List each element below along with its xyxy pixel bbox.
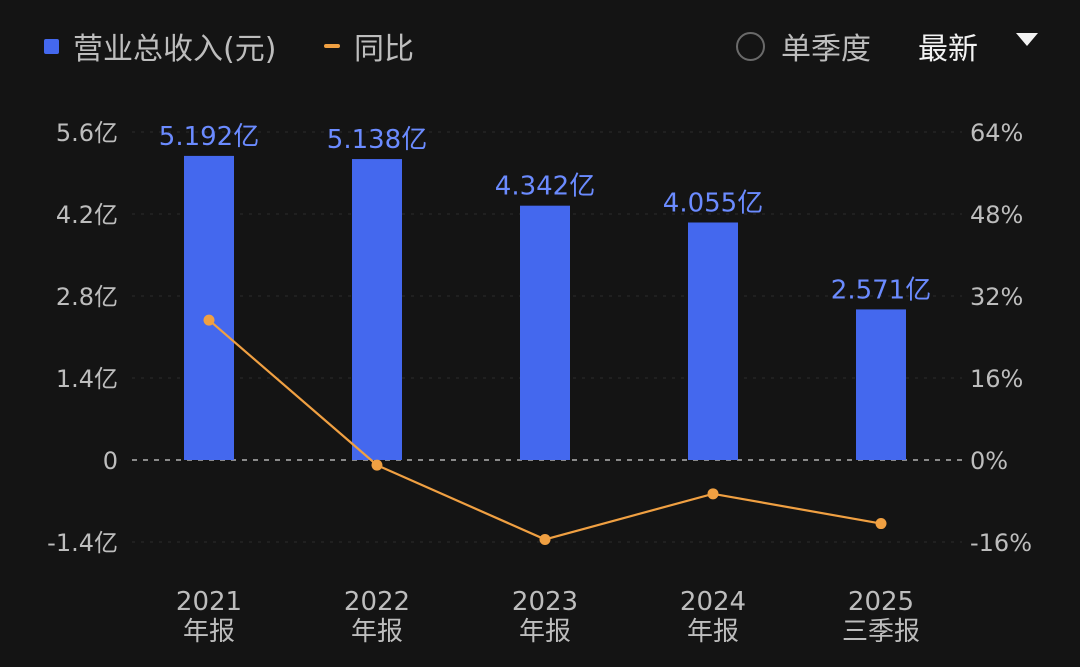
y-right-tick-label: 0% — [970, 447, 1008, 475]
revenue-bar — [520, 205, 570, 460]
label-layer: 5.192亿 5.138亿 4.342亿 4.055亿 2.571亿 — [159, 122, 931, 306]
square-swatch-icon — [44, 38, 59, 54]
yoy-point — [371, 459, 383, 471]
x-tick-label-year: 2025 — [848, 587, 914, 617]
revenue-data-label: 4.342亿 — [495, 172, 595, 202]
quarter-toggle[interactable]: 单季度 — [736, 24, 871, 68]
legend-revenue[interactable]: 营业总收入(元) — [44, 24, 276, 68]
latest-dropdown-label: 最新 — [918, 32, 978, 67]
y-right-tick-label: 48% — [970, 201, 1023, 229]
legend-yoy[interactable]: 同比 — [324, 24, 414, 68]
dash-swatch-icon — [324, 44, 340, 48]
revenue-data-label: 5.138亿 — [327, 125, 427, 155]
y-right-tick-label: 32% — [970, 283, 1023, 311]
latest-dropdown[interactable]: 最新 — [918, 24, 1038, 68]
x-tick-label-period: 年报 — [183, 617, 235, 647]
y-left-tick-label: 4.2亿 — [56, 201, 118, 229]
x-tick-label-period: 年报 — [519, 617, 571, 647]
bar-layer — [184, 155, 906, 460]
y-left-tick-label: 5.6亿 — [56, 119, 118, 147]
x-tick-label-period: 三季报 — [842, 617, 920, 647]
axis-layer: 5.6亿 4.2亿 2.8亿 1.4亿 0 -1.4亿 64% 48% 32% 16% 0% -16%… — [47, 119, 1032, 647]
revenue-bar — [856, 309, 906, 460]
y-left-tick-label: -1.4亿 — [47, 529, 118, 557]
revenue-bar — [352, 159, 402, 460]
caret-down-icon[interactable] — [1016, 32, 1038, 46]
yoy-point — [707, 488, 719, 500]
x-tick-label-year: 2023 — [512, 587, 578, 617]
legend-revenue-label: 营业总收入(元) — [73, 32, 277, 67]
line-layer — [203, 314, 887, 545]
x-tick-label-year: 2022 — [344, 587, 410, 617]
yoy-point — [539, 533, 551, 545]
quarter-toggle-label: 单季度 — [781, 32, 871, 67]
y-left-tick-label: 2.8亿 — [56, 283, 118, 311]
radio-circle-icon[interactable] — [736, 31, 765, 61]
x-tick-label-year: 2021 — [176, 587, 242, 617]
y-right-tick-label: 16% — [970, 365, 1023, 393]
revenue-data-label: 5.192亿 — [159, 122, 259, 152]
x-tick-label-period: 年报 — [351, 617, 403, 647]
yoy-point — [203, 314, 215, 326]
revenue-bar — [688, 222, 738, 460]
y-right-tick-label: -16% — [970, 529, 1032, 557]
legend-yoy-label: 同比 — [354, 32, 414, 67]
y-left-tick-label: 1.4亿 — [56, 365, 118, 393]
y-left-tick-label: 0 — [103, 447, 118, 475]
x-tick-label-period: 年报 — [687, 617, 739, 647]
revenue-data-label: 4.055亿 — [663, 188, 763, 218]
x-tick-label-year: 2024 — [680, 587, 746, 617]
revenue-bar — [184, 155, 234, 460]
y-right-tick-label: 64% — [970, 119, 1023, 147]
yoy-point — [875, 518, 887, 530]
revenue-data-label: 2.571亿 — [831, 275, 931, 305]
chart-header: 营业总收入(元) 同比 单季度 最新 — [0, 0, 1080, 92]
